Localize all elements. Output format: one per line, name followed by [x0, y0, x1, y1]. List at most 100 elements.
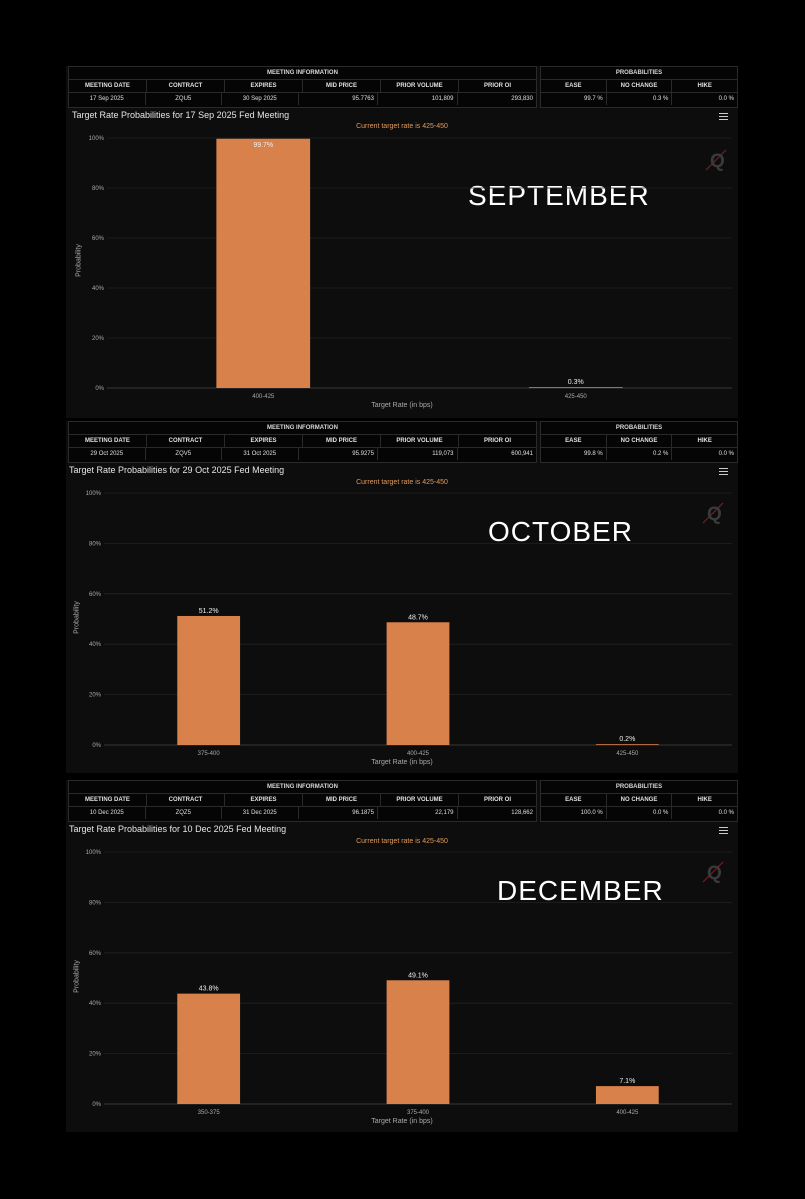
x-tick-label: 400-425 [616, 1110, 639, 1116]
y-tick-label: 20% [92, 336, 105, 342]
data-label: 0.3% [568, 379, 584, 386]
meeting-information-header: MEETING INFORMATION [69, 422, 536, 435]
menu-icon[interactable] [719, 827, 728, 834]
contract: ZQU5 [146, 93, 222, 105]
column-header: EASE [541, 80, 607, 92]
y-tick-label: 100% [89, 136, 105, 142]
expires: 30 Sep 2025 [222, 93, 299, 105]
column-header: MID PRICE [303, 435, 381, 447]
chart-title: Target Rate Probabilities for 10 Dec 202… [69, 824, 287, 834]
y-tick-label: 80% [92, 186, 105, 192]
column-header: CONTRACT [147, 794, 225, 806]
x-tick-label: 350-375 [198, 1110, 221, 1116]
column-header: HIKE [697, 438, 712, 444]
data-label: 7.1% [619, 1078, 635, 1085]
column-header: PRIOR OI [483, 438, 511, 444]
x-tick-label: 400-425 [407, 751, 430, 757]
column-header: NO CHANGE [607, 794, 673, 806]
current-target-rate-note: Current target rate is 425-450 [356, 838, 448, 845]
column-header: PRIOR VOLUME [381, 80, 459, 92]
column-header: EASE [541, 435, 607, 447]
prior-volume: 22,179 [378, 807, 458, 819]
x-axis-label: Target Rate (in bps) [371, 759, 433, 766]
ease-probability: 99.7 % [541, 93, 607, 105]
meeting-columns-row: MEETING DATE CONTRACT EXPIRES MID PRICE … [69, 435, 536, 448]
menu-icon[interactable] [719, 113, 728, 120]
bar [528, 387, 623, 388]
hike-probability: 0.0 % [718, 96, 735, 102]
column-header: MEETING DATE [69, 80, 147, 92]
column-header: EXPIRES [225, 435, 303, 447]
hike-probability: 0.0 % [718, 451, 735, 457]
meeting-information-table: MEETING INFORMATION MEETING DATE CONTRAC… [68, 780, 537, 822]
column-header: HIKE [697, 797, 712, 803]
bar [177, 615, 241, 745]
probability-values-row: 99.7 % 0.3 % 0.0 % [541, 93, 737, 105]
column-header: EXPIRES [225, 80, 303, 92]
bar-chart: 0% 20% 40% 60% 80% 100% 43.8% 350-375 49.1% 375-4… [86, 850, 732, 1116]
meeting-information-header: MEETING INFORMATION [69, 67, 536, 80]
column-header: EXPIRES [225, 794, 303, 806]
x-tick-label: 375-400 [198, 751, 221, 757]
meeting-information-header: MEETING INFORMATION [69, 781, 536, 794]
probabilities-header: PROBABILITIES [541, 781, 737, 794]
chart-panel-december: MEETING INFORMATION MEETING DATE CONTRAC… [66, 780, 738, 1132]
data-label: 48.7% [408, 614, 428, 621]
meeting-information-table: MEETING INFORMATION MEETING DATE CONTRAC… [68, 421, 537, 463]
column-header: NO CHANGE [607, 435, 673, 447]
meeting-date: 17 Sep 2025 [69, 93, 146, 105]
bar-chart: 0% 20% 40% 60% 80% 100% 51.2% 375-400 48.7% 400-4… [86, 491, 732, 757]
bar-chart: 0% 20% 40% 60% 80% 100% 99.7% 400-425 0.3% 425-45… [89, 136, 732, 400]
mid-price: 95.7763 [299, 93, 378, 105]
meeting-columns-row: MEETING DATE CONTRACT EXPIRES MID PRICE … [69, 80, 536, 93]
bar [595, 744, 659, 745]
ease-probability: 100.0 % [541, 807, 607, 819]
info-tables: MEETING INFORMATION MEETING DATE CONTRAC… [66, 421, 738, 463]
contract: ZQV5 [146, 448, 222, 460]
chart-panel-october: MEETING INFORMATION MEETING DATE CONTRAC… [66, 421, 738, 773]
prior-volume: 101,809 [378, 93, 458, 105]
y-tick-label: 40% [92, 286, 105, 292]
meeting-date: 10 Dec 2025 [69, 807, 146, 819]
probability-values-row: 100.0 % 0.0 % 0.0 % [541, 807, 737, 819]
contract: ZQZ5 [146, 807, 222, 819]
no-change-probability: 0.2 % [607, 448, 673, 460]
y-tick-label: 0% [92, 743, 101, 749]
bar [216, 138, 311, 388]
chart-title: Target Rate Probabilities for 17 Sep 202… [72, 110, 290, 120]
bar [386, 622, 450, 745]
column-header: CONTRACT [147, 435, 225, 447]
column-header: HIKE [697, 83, 712, 89]
probabilities-table: PROBABILITIES EASE NO CHANGE HIKE 99.8 %… [540, 421, 738, 463]
chart-title: Target Rate Probabilities for 29 Oct 202… [69, 465, 285, 475]
column-header: EASE [541, 794, 607, 806]
expires: 31 Oct 2025 [222, 448, 299, 460]
column-header: MID PRICE [303, 80, 381, 92]
chart-panel-september: MEETING INFORMATION MEETING DATE CONTRAC… [66, 66, 738, 418]
y-tick-label: 60% [92, 236, 105, 242]
prior-volume: 119,073 [378, 448, 458, 460]
meeting-date: 29 Oct 2025 [69, 448, 146, 460]
meeting-values-row: 29 Oct 2025 ZQV5 31 Oct 2025 95.9275 119… [69, 448, 536, 460]
quikstrike-logo-icon: Q [702, 861, 724, 884]
mid-price: 96.1875 [299, 807, 378, 819]
no-change-probability: 0.0 % [607, 807, 673, 819]
y-tick-label: 60% [89, 592, 102, 598]
column-header: NO CHANGE [607, 80, 673, 92]
menu-icon[interactable] [719, 468, 728, 475]
quikstrike-logo-icon: Q [705, 149, 727, 172]
probability-columns-row: EASE NO CHANGE HIKE [541, 435, 737, 448]
prior-oi: 128,662 [511, 810, 533, 816]
x-tick-label: 375-400 [407, 1110, 430, 1116]
column-header: MEETING DATE [69, 435, 147, 447]
x-tick-label: 425-450 [565, 394, 588, 400]
y-tick-label: 80% [89, 900, 102, 906]
column-header: MEETING DATE [69, 794, 147, 806]
y-tick-label: 0% [92, 1102, 101, 1108]
month-label: DECEMBER [497, 875, 664, 906]
probability-columns-row: EASE NO CHANGE HIKE [541, 80, 737, 93]
y-tick-label: 100% [86, 850, 102, 856]
meeting-columns-row: MEETING DATE CONTRACT EXPIRES MID PRICE … [69, 794, 536, 807]
column-header: PRIOR VOLUME [381, 794, 459, 806]
y-tick-label: 40% [89, 1001, 102, 1007]
